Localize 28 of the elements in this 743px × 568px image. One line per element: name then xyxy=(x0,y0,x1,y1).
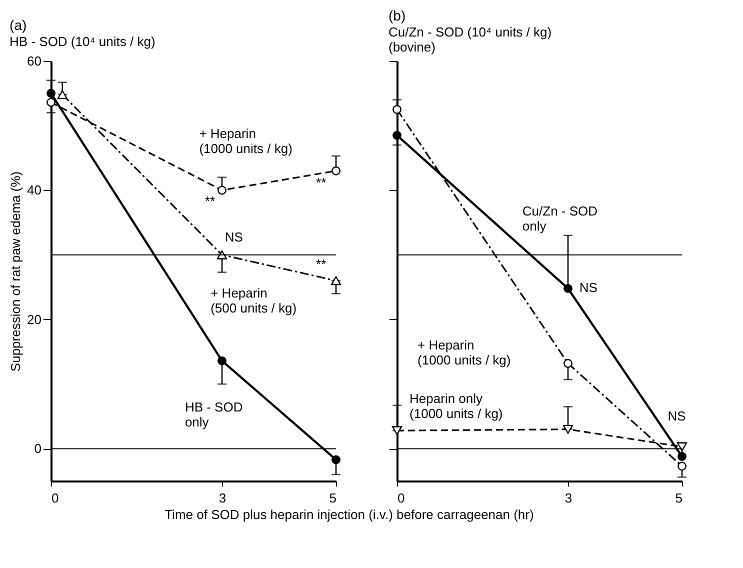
annotation: + Heparin (1000 units / kg) xyxy=(418,337,511,368)
annotation: ** xyxy=(316,256,326,272)
x-tick-label: 0 xyxy=(398,490,405,506)
chart-title: (a) xyxy=(10,17,27,33)
y-tick-label: 60 xyxy=(27,54,42,68)
annotation: NS xyxy=(224,229,244,244)
x-axis-title: Time of SOD plus heparin injection (i.v.) before carrageenan (hr) xyxy=(164,507,534,522)
y-axis-title: Suppression of rat paw edema (%) xyxy=(8,171,24,372)
annotation: ** xyxy=(204,193,216,208)
x-tick-label: 5 xyxy=(329,490,336,506)
x-tick-label: 0 xyxy=(52,490,59,506)
annotation: NS xyxy=(668,408,686,424)
chart-title: (b) xyxy=(388,8,406,24)
y-tick-label: 0 xyxy=(34,441,42,456)
annotation: Cu/Zn - SOD only xyxy=(522,203,598,234)
annotation: + Heparin (500 units / kg) xyxy=(210,286,297,316)
y-tick-label: 40 xyxy=(27,182,42,198)
annotation: ** xyxy=(316,174,326,190)
chart-subtitle: HB - SOD (10⁴ units / kg) xyxy=(10,34,156,49)
chart-subtitle: Cu/Zn - SOD (10⁴ units / kg) (bovine) xyxy=(388,24,552,54)
x-tick-label: 3 xyxy=(564,490,572,506)
x-tick-label: 3 xyxy=(218,490,226,506)
annotation: HB - SOD only xyxy=(184,400,243,430)
annotation: Heparin only (1000 units / kg) xyxy=(410,391,503,422)
x-tick-label: 5 xyxy=(675,490,682,506)
annotation: NS xyxy=(579,280,598,296)
y-tick-label: 20 xyxy=(27,312,42,327)
annotation: + Heparin (1000 units / kg) xyxy=(199,126,292,156)
